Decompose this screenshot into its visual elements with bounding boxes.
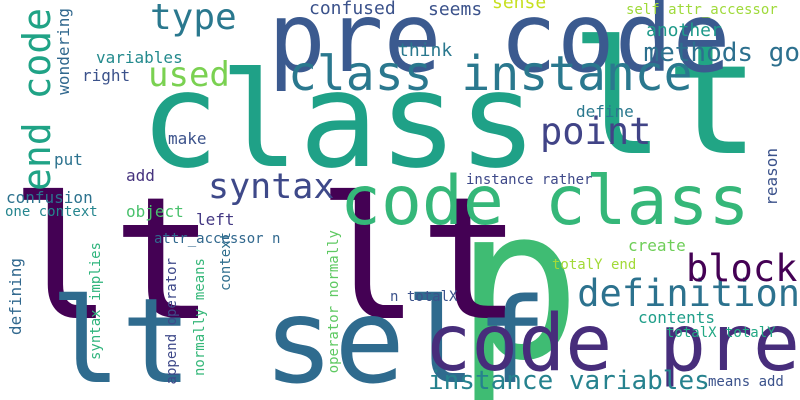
cloud-word: code pre (424, 299, 800, 389)
cloud-word: pre code (268, 0, 731, 94)
cloud-word: one context (5, 204, 98, 220)
cloud-word: used (148, 55, 230, 95)
cloud-word: class (140, 44, 538, 198)
cloud-word: reason (762, 148, 781, 206)
cloud-word: totalX totalY (666, 325, 776, 341)
cloud-word: block (686, 247, 798, 290)
cloud-word: class instance (288, 46, 693, 102)
cloud-word: totalY end (552, 257, 637, 273)
cloud-word: confused (309, 0, 396, 19)
cloud-word: code class (340, 162, 750, 241)
cloud-word: add (126, 166, 155, 185)
cloud-word: object (126, 202, 184, 221)
cloud-word: think (398, 40, 453, 61)
cloud-word: end code (15, 8, 59, 192)
cloud-word: means add (708, 374, 784, 390)
cloud-word: lt lt (10, 161, 522, 359)
cloud-word: variables (96, 48, 183, 67)
cloud-word: methods go (643, 38, 800, 68)
cloud-word: p (455, 162, 582, 400)
cloud-word: syntax implies (88, 242, 104, 361)
cloud-word: wondering (54, 8, 73, 95)
cloud-word: context (218, 232, 234, 292)
cloud-word: normally means (192, 258, 208, 377)
cloud-word: define (576, 102, 634, 121)
cloud-word: attr_accessor n (154, 231, 281, 247)
cloud-word: make (168, 129, 207, 148)
cloud-word: definition (577, 272, 800, 315)
cloud-word: left (196, 210, 235, 229)
cloud-word: create (628, 236, 686, 255)
cloud-word: confusion (6, 188, 93, 207)
cloud-word: instance rather (466, 172, 593, 188)
cloud-word: another (646, 20, 722, 41)
cloud-word: right (82, 66, 131, 85)
cloud-word: instance variables (428, 366, 710, 396)
cloud-word: append operator (164, 258, 180, 385)
cloud-word: seems (428, 0, 483, 20)
cloud-word: n totalX (390, 289, 458, 305)
cloud-word: lt self (50, 272, 548, 400)
cloud-word: syntax (208, 167, 335, 207)
cloud-word: operator normally (326, 230, 342, 374)
cloud-word: self attr_accessor (626, 2, 778, 18)
cloud-word: contents (638, 308, 716, 327)
cloud-word: lt (570, 7, 761, 191)
cloud-word: defining (6, 258, 25, 336)
cloud-word: sense (492, 0, 547, 13)
cloud-word: put (54, 150, 83, 169)
cloud-word: type (150, 0, 237, 38)
cloud-word: point (540, 110, 652, 153)
